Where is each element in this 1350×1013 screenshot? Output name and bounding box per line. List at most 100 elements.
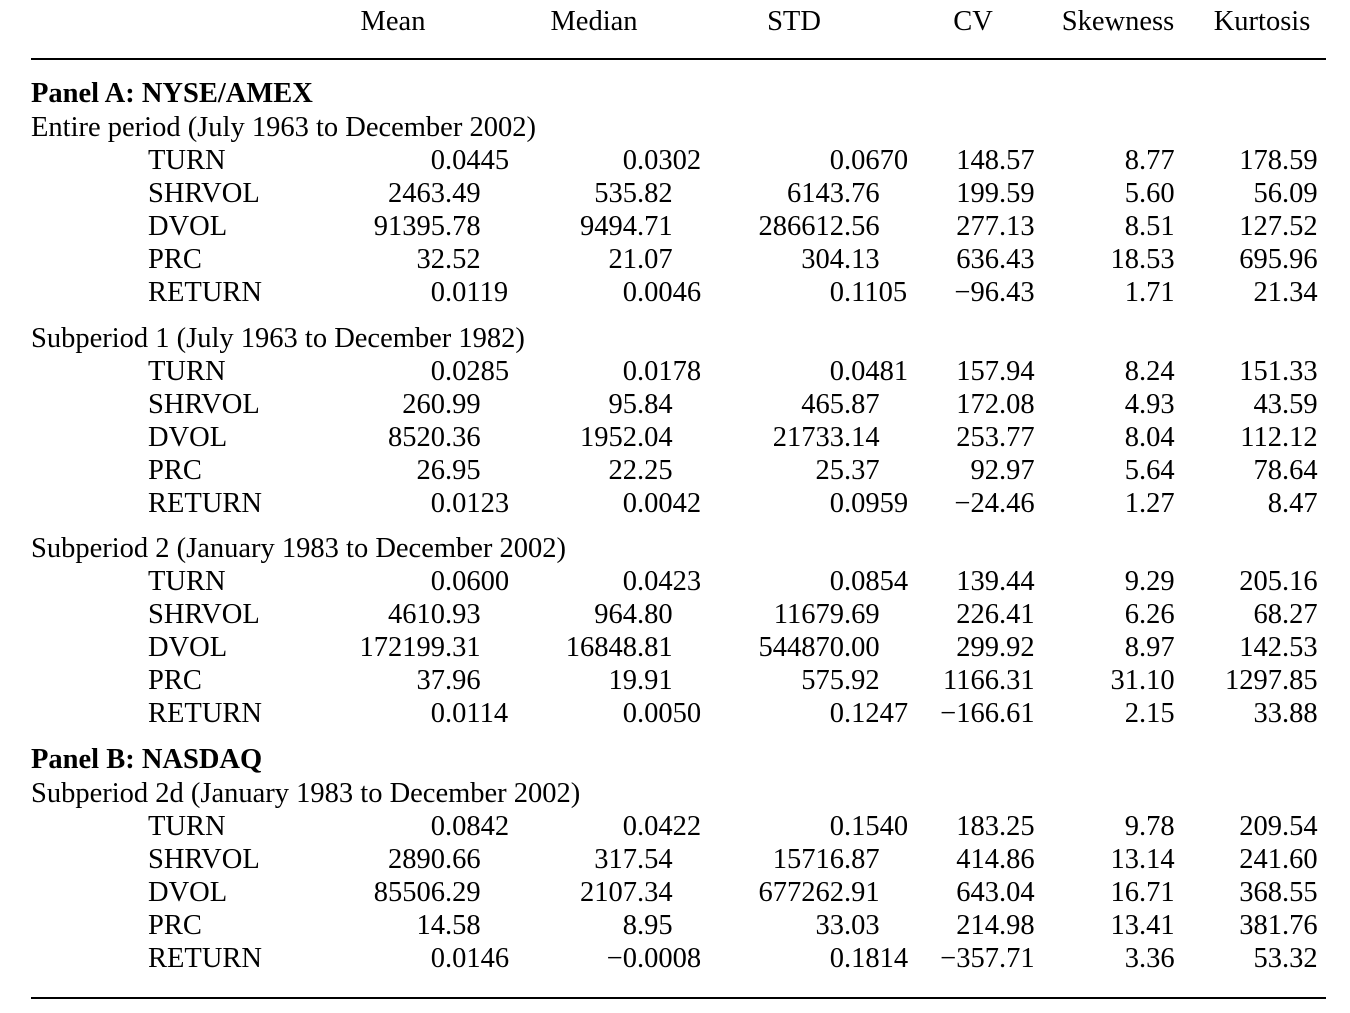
table-cell: 0.0046	[622, 277, 702, 309]
table-cell: 277.13	[956, 211, 1035, 243]
table-cell: 964.80	[594, 599, 673, 631]
variable-name: RETURN	[148, 487, 262, 519]
table-cell: 172.08	[956, 388, 1035, 420]
table-cell: 22.25	[608, 454, 673, 486]
table-cell: 25.37	[815, 454, 880, 486]
variable-name: DVOL	[148, 211, 228, 243]
table-cell: 13.41	[1110, 909, 1175, 941]
top-rule	[31, 58, 1326, 60]
table-cell: 9.29	[1124, 566, 1175, 597]
table-cell: 148.57	[956, 145, 1035, 176]
table-cell: 226.41	[956, 599, 1035, 631]
table-cell: 677262.91	[758, 876, 880, 908]
table-cell: 68.27	[1253, 599, 1318, 631]
variable-name: RETURN	[148, 277, 262, 309]
table-cell: 8520.36	[388, 421, 481, 453]
table-cell: 544870.00	[758, 632, 880, 664]
period-label: Entire period (July 1963 to December 200…	[31, 112, 536, 143]
bottom-rule	[31, 997, 1326, 999]
table-cell: 0.1814	[829, 942, 909, 974]
table-cell: 2463.49	[388, 178, 481, 210]
column-header-cv: CV	[953, 6, 993, 37]
table-cell: 31.10	[1110, 665, 1175, 697]
table-cell: 0.0854	[829, 566, 909, 597]
table-cell: 286612.56	[758, 211, 880, 243]
table-cell: 8.95	[622, 909, 673, 941]
variable-name: PRC	[148, 909, 202, 941]
table-cell: 11679.69	[773, 599, 880, 631]
table-cell: 21.07	[608, 244, 673, 276]
table-cell: 0.0302	[622, 145, 702, 176]
table-cell: 5.60	[1124, 178, 1175, 210]
table-cell: 0.0178	[622, 355, 702, 387]
table-cell: 535.82	[594, 178, 673, 210]
table-cell: 151.33	[1239, 355, 1318, 387]
period-label: Subperiod 1 (July 1963 to December 1982)	[31, 322, 525, 354]
table-cell: 91395.78	[373, 211, 481, 243]
table-cell: 6.26	[1124, 599, 1175, 631]
column-header-kurtosis: Kurtosis	[1213, 6, 1311, 37]
table-cell: −357.71	[940, 942, 1035, 974]
panel-title: Panel B: NASDAQ	[31, 743, 263, 775]
table-cell: 85506.29	[373, 876, 481, 908]
table-cell: 0.0423	[622, 566, 702, 597]
table-cell: 2107.34	[580, 876, 673, 908]
table-cell: 37.96	[416, 665, 481, 697]
table-cell: 178.59	[1239, 145, 1318, 176]
table-cell: 0.0042	[622, 487, 702, 519]
table-cell: 0.0285	[430, 355, 510, 387]
column-header-median: Median	[550, 6, 638, 37]
table-cell: 0.1247	[829, 698, 909, 730]
period-label: Subperiod 2 (January 1983 to December 20…	[31, 533, 567, 564]
table-cell: 1.27	[1124, 487, 1175, 519]
table-cell: 0.0959	[829, 487, 909, 519]
table-cell: 0.0119	[430, 277, 509, 309]
table-cell: 0.0600	[430, 566, 510, 597]
table-cell: 2.15	[1124, 698, 1175, 730]
table-cell: 1952.04	[580, 421, 673, 453]
table-cell: 0.0114	[430, 698, 509, 730]
table-cell: 1.71	[1124, 277, 1175, 309]
table-cell: 139.44	[956, 566, 1035, 597]
table-cell: 199.59	[956, 178, 1035, 210]
table-cell: 5.64	[1124, 454, 1175, 486]
table-cell: 8.51	[1124, 211, 1175, 243]
table-cell: 19.91	[608, 665, 673, 697]
table-cell: 0.0670	[829, 145, 909, 176]
table-cell: 8.77	[1124, 145, 1175, 176]
column-header-std: STD	[767, 6, 821, 37]
variable-name: TURN	[148, 355, 226, 387]
table-cell: 575.92	[801, 665, 880, 697]
table-cell: 381.76	[1239, 909, 1318, 941]
table-cell: 260.99	[402, 388, 481, 420]
variable-name: PRC	[148, 244, 202, 276]
column-header-skewness: Skewness	[1061, 6, 1175, 37]
variable-name: TURN	[148, 810, 226, 842]
period-label: Subperiod 2d (January 1983 to December 2…	[31, 777, 581, 809]
table-cell: 157.94	[956, 355, 1035, 387]
table-cell: 695.96	[1239, 244, 1318, 276]
table-cell: 0.0123	[430, 487, 510, 519]
table-cell: 16848.81	[565, 632, 673, 664]
table-cell: 0.0842	[430, 810, 510, 842]
table-cell: 8.04	[1124, 421, 1175, 453]
table-cell: 183.25	[956, 810, 1035, 842]
variable-name: RETURN	[148, 942, 262, 974]
table-cell: −166.61	[940, 698, 1035, 730]
variable-name: TURN	[148, 566, 226, 597]
table-cell: 53.32	[1253, 942, 1318, 974]
table-cell: 92.97	[970, 454, 1035, 486]
table-cell: 15716.87	[772, 843, 880, 875]
table-cell: 253.77	[956, 421, 1035, 453]
column-header-mean: Mean	[360, 6, 426, 37]
table-cell: 18.53	[1110, 244, 1175, 276]
table-cell: 4.93	[1124, 388, 1175, 420]
panel-title: Panel A: NYSE/AMEX	[31, 78, 313, 109]
table-cell: 14.58	[416, 909, 481, 941]
table-cell: 214.98	[956, 909, 1035, 941]
table-cell: 299.92	[956, 632, 1035, 664]
table-cell: 8.47	[1267, 487, 1318, 519]
variable-name: DVOL	[148, 421, 228, 453]
table-cell: 317.54	[594, 843, 673, 875]
